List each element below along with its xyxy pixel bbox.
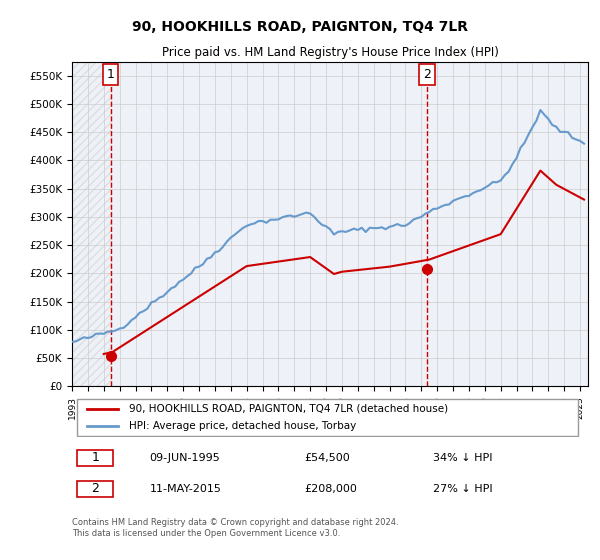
Text: 27% ↓ HPI: 27% ↓ HPI bbox=[433, 484, 493, 493]
Text: 90, HOOKHILLS ROAD, PAIGNTON, TQ4 7LR (detached house): 90, HOOKHILLS ROAD, PAIGNTON, TQ4 7LR (d… bbox=[129, 404, 448, 414]
Text: £54,500: £54,500 bbox=[304, 453, 350, 463]
FancyBboxPatch shape bbox=[77, 450, 113, 466]
Text: 34% ↓ HPI: 34% ↓ HPI bbox=[433, 453, 493, 463]
Text: HPI: Average price, detached house, Torbay: HPI: Average price, detached house, Torb… bbox=[129, 421, 356, 431]
FancyBboxPatch shape bbox=[77, 480, 113, 497]
Text: £208,000: £208,000 bbox=[304, 484, 357, 493]
Text: 1: 1 bbox=[91, 451, 99, 464]
Text: This data is licensed under the Open Government Licence v3.0.: This data is licensed under the Open Gov… bbox=[72, 529, 340, 538]
Text: 90, HOOKHILLS ROAD, PAIGNTON, TQ4 7LR: 90, HOOKHILLS ROAD, PAIGNTON, TQ4 7LR bbox=[132, 20, 468, 34]
Text: 09-JUN-1995: 09-JUN-1995 bbox=[149, 453, 220, 463]
Text: 11-MAY-2015: 11-MAY-2015 bbox=[149, 484, 221, 493]
Text: 2: 2 bbox=[423, 68, 431, 81]
Text: 1: 1 bbox=[107, 68, 115, 81]
Text: 2: 2 bbox=[91, 482, 99, 495]
Title: Price paid vs. HM Land Registry's House Price Index (HPI): Price paid vs. HM Land Registry's House … bbox=[161, 46, 499, 59]
FancyBboxPatch shape bbox=[77, 399, 578, 436]
Text: Contains HM Land Registry data © Crown copyright and database right 2024.: Contains HM Land Registry data © Crown c… bbox=[72, 518, 398, 527]
